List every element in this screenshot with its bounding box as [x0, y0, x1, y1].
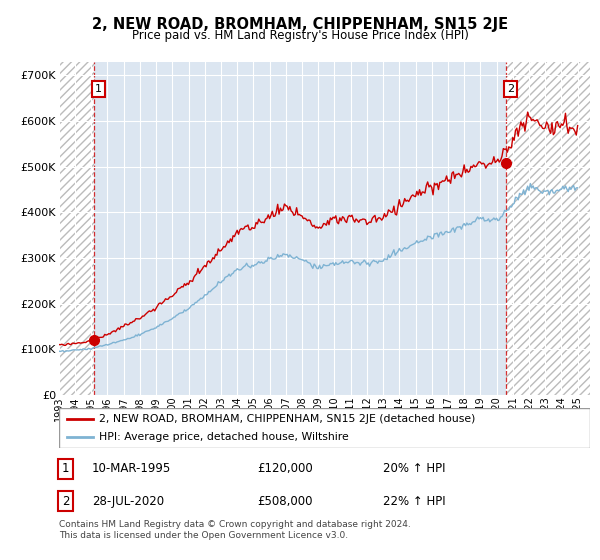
Text: 28-JUL-2020: 28-JUL-2020 [92, 494, 164, 508]
Text: £120,000: £120,000 [257, 462, 313, 475]
Text: HPI: Average price, detached house, Wiltshire: HPI: Average price, detached house, Wilt… [98, 432, 349, 442]
Bar [94, 62, 506, 395]
Text: 2, NEW ROAD, BROMHAM, CHIPPENHAM, SN15 2JE: 2, NEW ROAD, BROMHAM, CHIPPENHAM, SN15 2… [92, 17, 508, 32]
Text: Price paid vs. HM Land Registry's House Price Index (HPI): Price paid vs. HM Land Registry's House … [131, 29, 469, 42]
Text: 22% ↑ HPI: 22% ↑ HPI [383, 494, 445, 508]
Text: 10-MAR-1995: 10-MAR-1995 [92, 462, 171, 475]
Text: £508,000: £508,000 [257, 494, 313, 508]
Bar [59, 62, 94, 395]
Text: 2: 2 [62, 494, 70, 508]
Bar [506, 62, 590, 395]
Text: 20% ↑ HPI: 20% ↑ HPI [383, 462, 445, 475]
Text: 1: 1 [62, 462, 70, 475]
Text: 1: 1 [95, 84, 102, 94]
Text: Contains HM Land Registry data © Crown copyright and database right 2024.
This d: Contains HM Land Registry data © Crown c… [59, 520, 410, 540]
Text: 2: 2 [507, 84, 514, 94]
Text: 2, NEW ROAD, BROMHAM, CHIPPENHAM, SN15 2JE (detached house): 2, NEW ROAD, BROMHAM, CHIPPENHAM, SN15 2… [98, 414, 475, 423]
